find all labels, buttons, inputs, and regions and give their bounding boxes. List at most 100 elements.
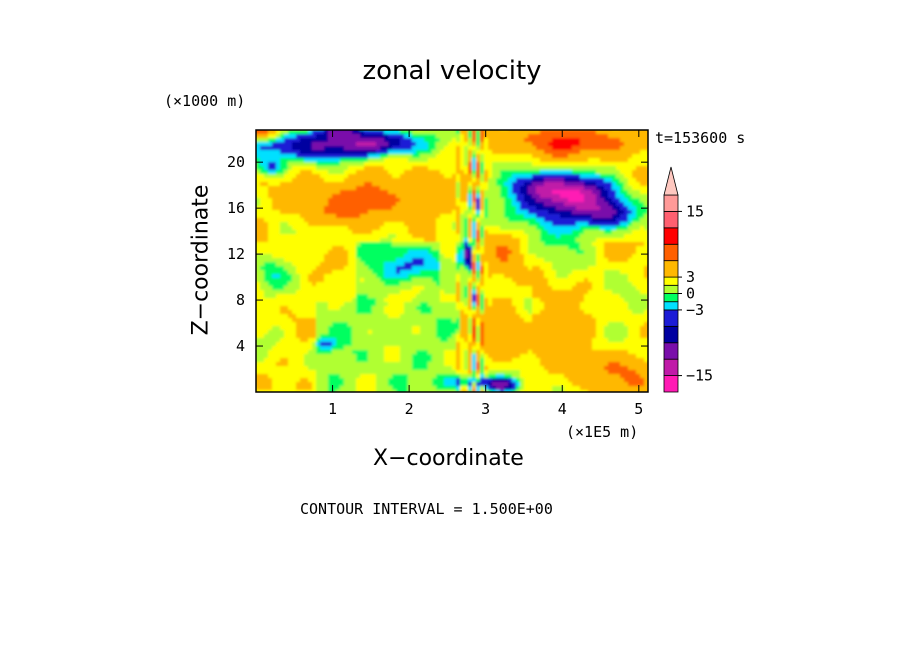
field-cell xyxy=(364,162,369,167)
field-cell xyxy=(376,186,381,191)
field-cell xyxy=(440,318,445,323)
field-cell xyxy=(388,166,393,171)
field-cell xyxy=(312,286,317,291)
field-cell xyxy=(588,258,593,263)
field-cell xyxy=(480,138,485,143)
field-cell xyxy=(512,286,517,291)
field-cell xyxy=(476,186,481,191)
field-cell xyxy=(564,158,569,163)
field-cell xyxy=(524,286,529,291)
field-cell xyxy=(608,246,613,251)
field-cell xyxy=(352,246,357,251)
field-cell xyxy=(564,278,569,283)
field-cell xyxy=(472,170,477,175)
field-cell xyxy=(268,254,273,259)
field-cell xyxy=(392,186,397,191)
field-cell xyxy=(452,262,457,267)
field-cell xyxy=(348,194,353,199)
field-cell xyxy=(360,226,365,231)
field-cell xyxy=(344,194,349,199)
field-cell xyxy=(592,154,597,159)
field-cell xyxy=(372,266,377,271)
field-cell xyxy=(260,170,265,175)
field-cell xyxy=(360,146,365,151)
field-cell xyxy=(616,162,621,167)
field-cell xyxy=(464,314,469,319)
field-cell xyxy=(552,218,557,223)
field-cell xyxy=(412,194,417,199)
field-cell xyxy=(584,278,589,283)
field-cell xyxy=(304,194,309,199)
field-cell xyxy=(624,310,629,315)
field-cell xyxy=(392,230,397,235)
field-cell xyxy=(312,298,317,303)
field-cell xyxy=(332,258,337,263)
field-cell xyxy=(508,166,513,171)
field-cell xyxy=(364,214,369,219)
field-cell xyxy=(428,166,433,171)
field-cell xyxy=(304,166,309,171)
field-cell xyxy=(324,170,329,175)
field-cell xyxy=(580,198,585,203)
field-cell xyxy=(492,310,497,315)
field-cell xyxy=(608,314,613,319)
field-cell xyxy=(344,174,349,179)
field-cell xyxy=(600,174,605,179)
field-cell xyxy=(380,222,385,227)
field-cell xyxy=(600,162,605,167)
field-cell xyxy=(372,286,377,291)
field-cell xyxy=(296,230,301,235)
field-cell xyxy=(588,226,593,231)
field-cell xyxy=(268,150,273,155)
field-cell xyxy=(352,250,357,255)
field-cell xyxy=(564,274,569,279)
field-cell xyxy=(472,202,477,207)
field-cell xyxy=(436,150,441,155)
field-cell xyxy=(404,262,409,267)
field-cell xyxy=(428,206,433,211)
field-cell xyxy=(536,146,541,151)
field-cell xyxy=(464,310,469,315)
field-cell xyxy=(616,214,621,219)
field-cell xyxy=(432,306,437,311)
field-cell xyxy=(620,282,625,287)
field-cell xyxy=(480,254,485,259)
field-cell xyxy=(472,154,477,159)
field-cell xyxy=(520,230,525,235)
field-cell xyxy=(416,190,421,195)
field-cell xyxy=(588,310,593,315)
field-cell xyxy=(604,142,609,147)
field-cell xyxy=(276,158,281,163)
field-cell xyxy=(460,290,465,295)
field-cell xyxy=(628,154,633,159)
field-cell xyxy=(556,134,561,139)
field-cell xyxy=(624,134,629,139)
field-cell xyxy=(500,166,505,171)
field-cell xyxy=(288,214,293,219)
field-cell xyxy=(624,262,629,267)
field-cell xyxy=(384,298,389,303)
field-cell xyxy=(324,250,329,255)
field-cell xyxy=(448,166,453,171)
field-cell xyxy=(360,222,365,227)
field-cell xyxy=(460,294,465,299)
field-cell xyxy=(640,138,645,143)
field-cell xyxy=(320,178,325,183)
field-cell xyxy=(604,234,609,239)
field-cell xyxy=(536,154,541,159)
field-cell xyxy=(372,210,377,215)
field-cell xyxy=(296,170,301,175)
field-cell xyxy=(552,302,557,307)
field-cell xyxy=(324,234,329,239)
field-cell xyxy=(572,158,577,163)
field-cell xyxy=(480,218,485,223)
field-cell xyxy=(576,154,581,159)
field-cell xyxy=(396,318,401,323)
field-cell xyxy=(624,146,629,151)
field-cell xyxy=(312,310,317,315)
field-cell xyxy=(484,266,489,271)
field-cell xyxy=(516,290,521,295)
field-cell xyxy=(404,242,409,247)
field-cell xyxy=(464,202,469,207)
field-cell xyxy=(404,238,409,243)
